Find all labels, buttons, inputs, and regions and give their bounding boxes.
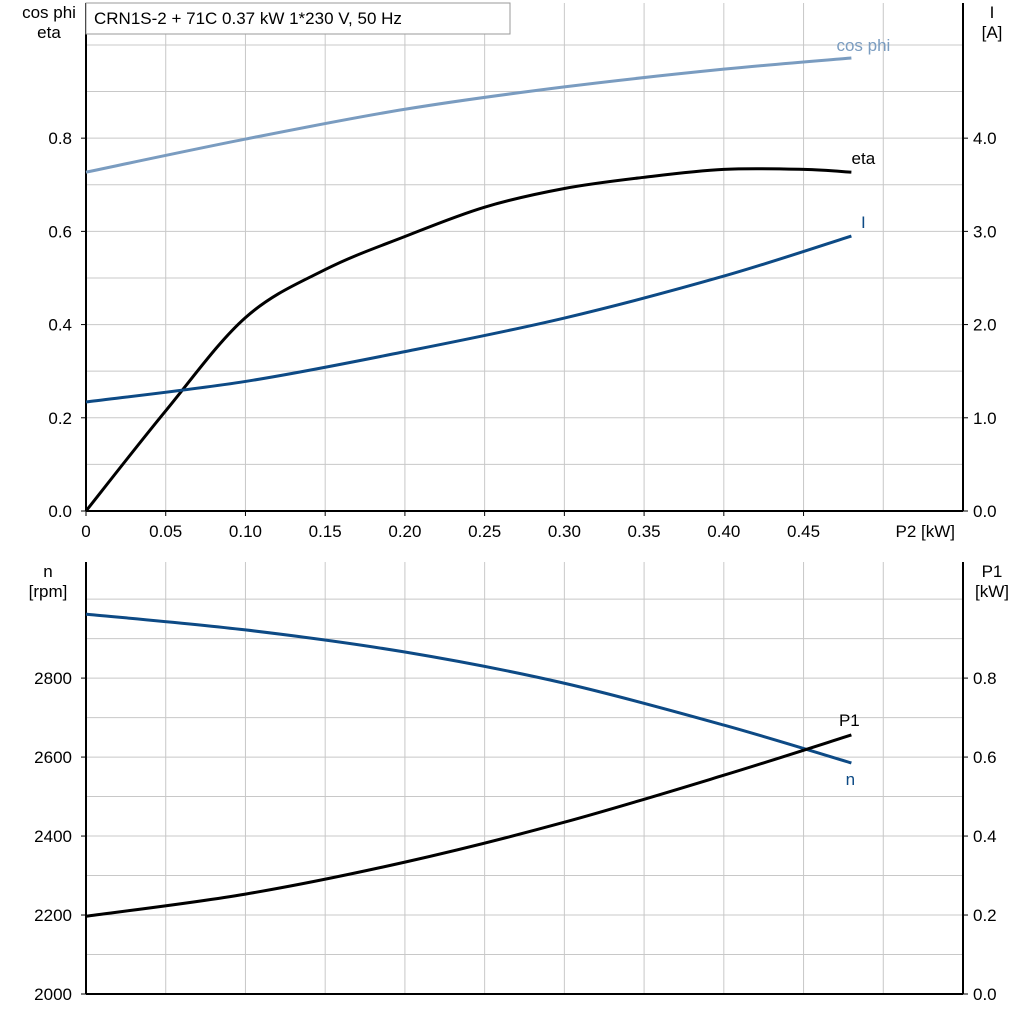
series-line-eta — [84, 167, 852, 512]
y-tick-label-right: 4.0 — [973, 129, 997, 148]
series-line-I — [85, 234, 852, 404]
y-axis-label-right: [A] — [982, 23, 1003, 42]
y-tick-label-left: 0.4 — [48, 316, 72, 335]
x-tick-label: 0.15 — [309, 522, 342, 541]
series-label-n: n — [846, 770, 855, 789]
y-tick-label-left: 0.8 — [48, 129, 72, 148]
y-tick-label-left: 2400 — [34, 827, 72, 846]
y-tick-label-right: 0.2 — [973, 906, 997, 925]
y-tick-label-right: 0.6 — [973, 748, 997, 767]
x-tick-label: 0.30 — [548, 522, 581, 541]
y-tick-label-left: 2600 — [34, 748, 72, 767]
y-axis-label-right: P1 — [982, 562, 1003, 581]
x-tick-label: 0.10 — [229, 522, 262, 541]
top-chart: 0.0 0.2 0.4 0.6 0.8 0.0 1.0 2.0 3.0 4.0 0 0.05 0.10 0… — [22, 3, 1002, 541]
y-tick-label-left: 0.2 — [48, 409, 72, 428]
bottom-chart: 200022002400260028000.00.20.40.60.8n[rpm… — [29, 562, 1009, 1004]
y-tick-label-right: 0.4 — [973, 827, 997, 846]
chart-title: CRN1S-2 + 71C 0.37 kW 1*230 V, 50 Hz — [94, 9, 402, 28]
x-axis-label: P2 [kW] — [895, 522, 955, 541]
y-axis-label-left: n — [43, 562, 52, 581]
y-tick-label-left: 0.6 — [48, 222, 72, 241]
y-tick-label-right: 0.0 — [973, 985, 997, 1004]
y-tick-label-right: 1.0 — [973, 409, 997, 428]
y-tick-label-left: 2800 — [34, 669, 72, 688]
y-axis-label-right: [kW] — [975, 582, 1009, 601]
y-tick-label-left: 0.0 — [48, 502, 72, 521]
x-tick-label: 0.20 — [388, 522, 421, 541]
series-label-eta: eta — [852, 149, 876, 168]
y-axis-label-left: eta — [37, 23, 61, 42]
y-axis-label-left: [rpm] — [29, 582, 68, 601]
y-tick-label-right: 0.8 — [973, 669, 997, 688]
y-tick-label-right: 3.0 — [973, 222, 997, 241]
x-tick-label: 0.45 — [787, 522, 820, 541]
x-tick-label: 0.40 — [707, 522, 740, 541]
y-tick-label-right: 2.0 — [973, 316, 997, 335]
y-tick-label-left: 2000 — [34, 985, 72, 1004]
x-tick-label: 0 — [81, 522, 90, 541]
series-label-cos-phi: cos phi — [836, 36, 890, 55]
series-label-I: I — [861, 213, 866, 232]
series-line-cos-phi — [85, 56, 852, 174]
y-tick-label-left: 2200 — [34, 906, 72, 925]
series-label-P1: P1 — [839, 711, 860, 730]
x-tick-label: 0.25 — [468, 522, 501, 541]
y-tick-label-right: 0.0 — [973, 502, 997, 521]
series-line-P1 — [85, 733, 852, 918]
x-tick-label: 0.05 — [149, 522, 182, 541]
title-box: CRN1S-2 + 71C 0.37 kW 1*230 V, 50 Hz — [85, 2, 511, 35]
y-axis-label-right: I — [990, 3, 995, 22]
x-tick-label: 0.35 — [628, 522, 661, 541]
series-line-n — [85, 612, 852, 765]
y-axis-label-left: cos phi — [22, 3, 76, 22]
